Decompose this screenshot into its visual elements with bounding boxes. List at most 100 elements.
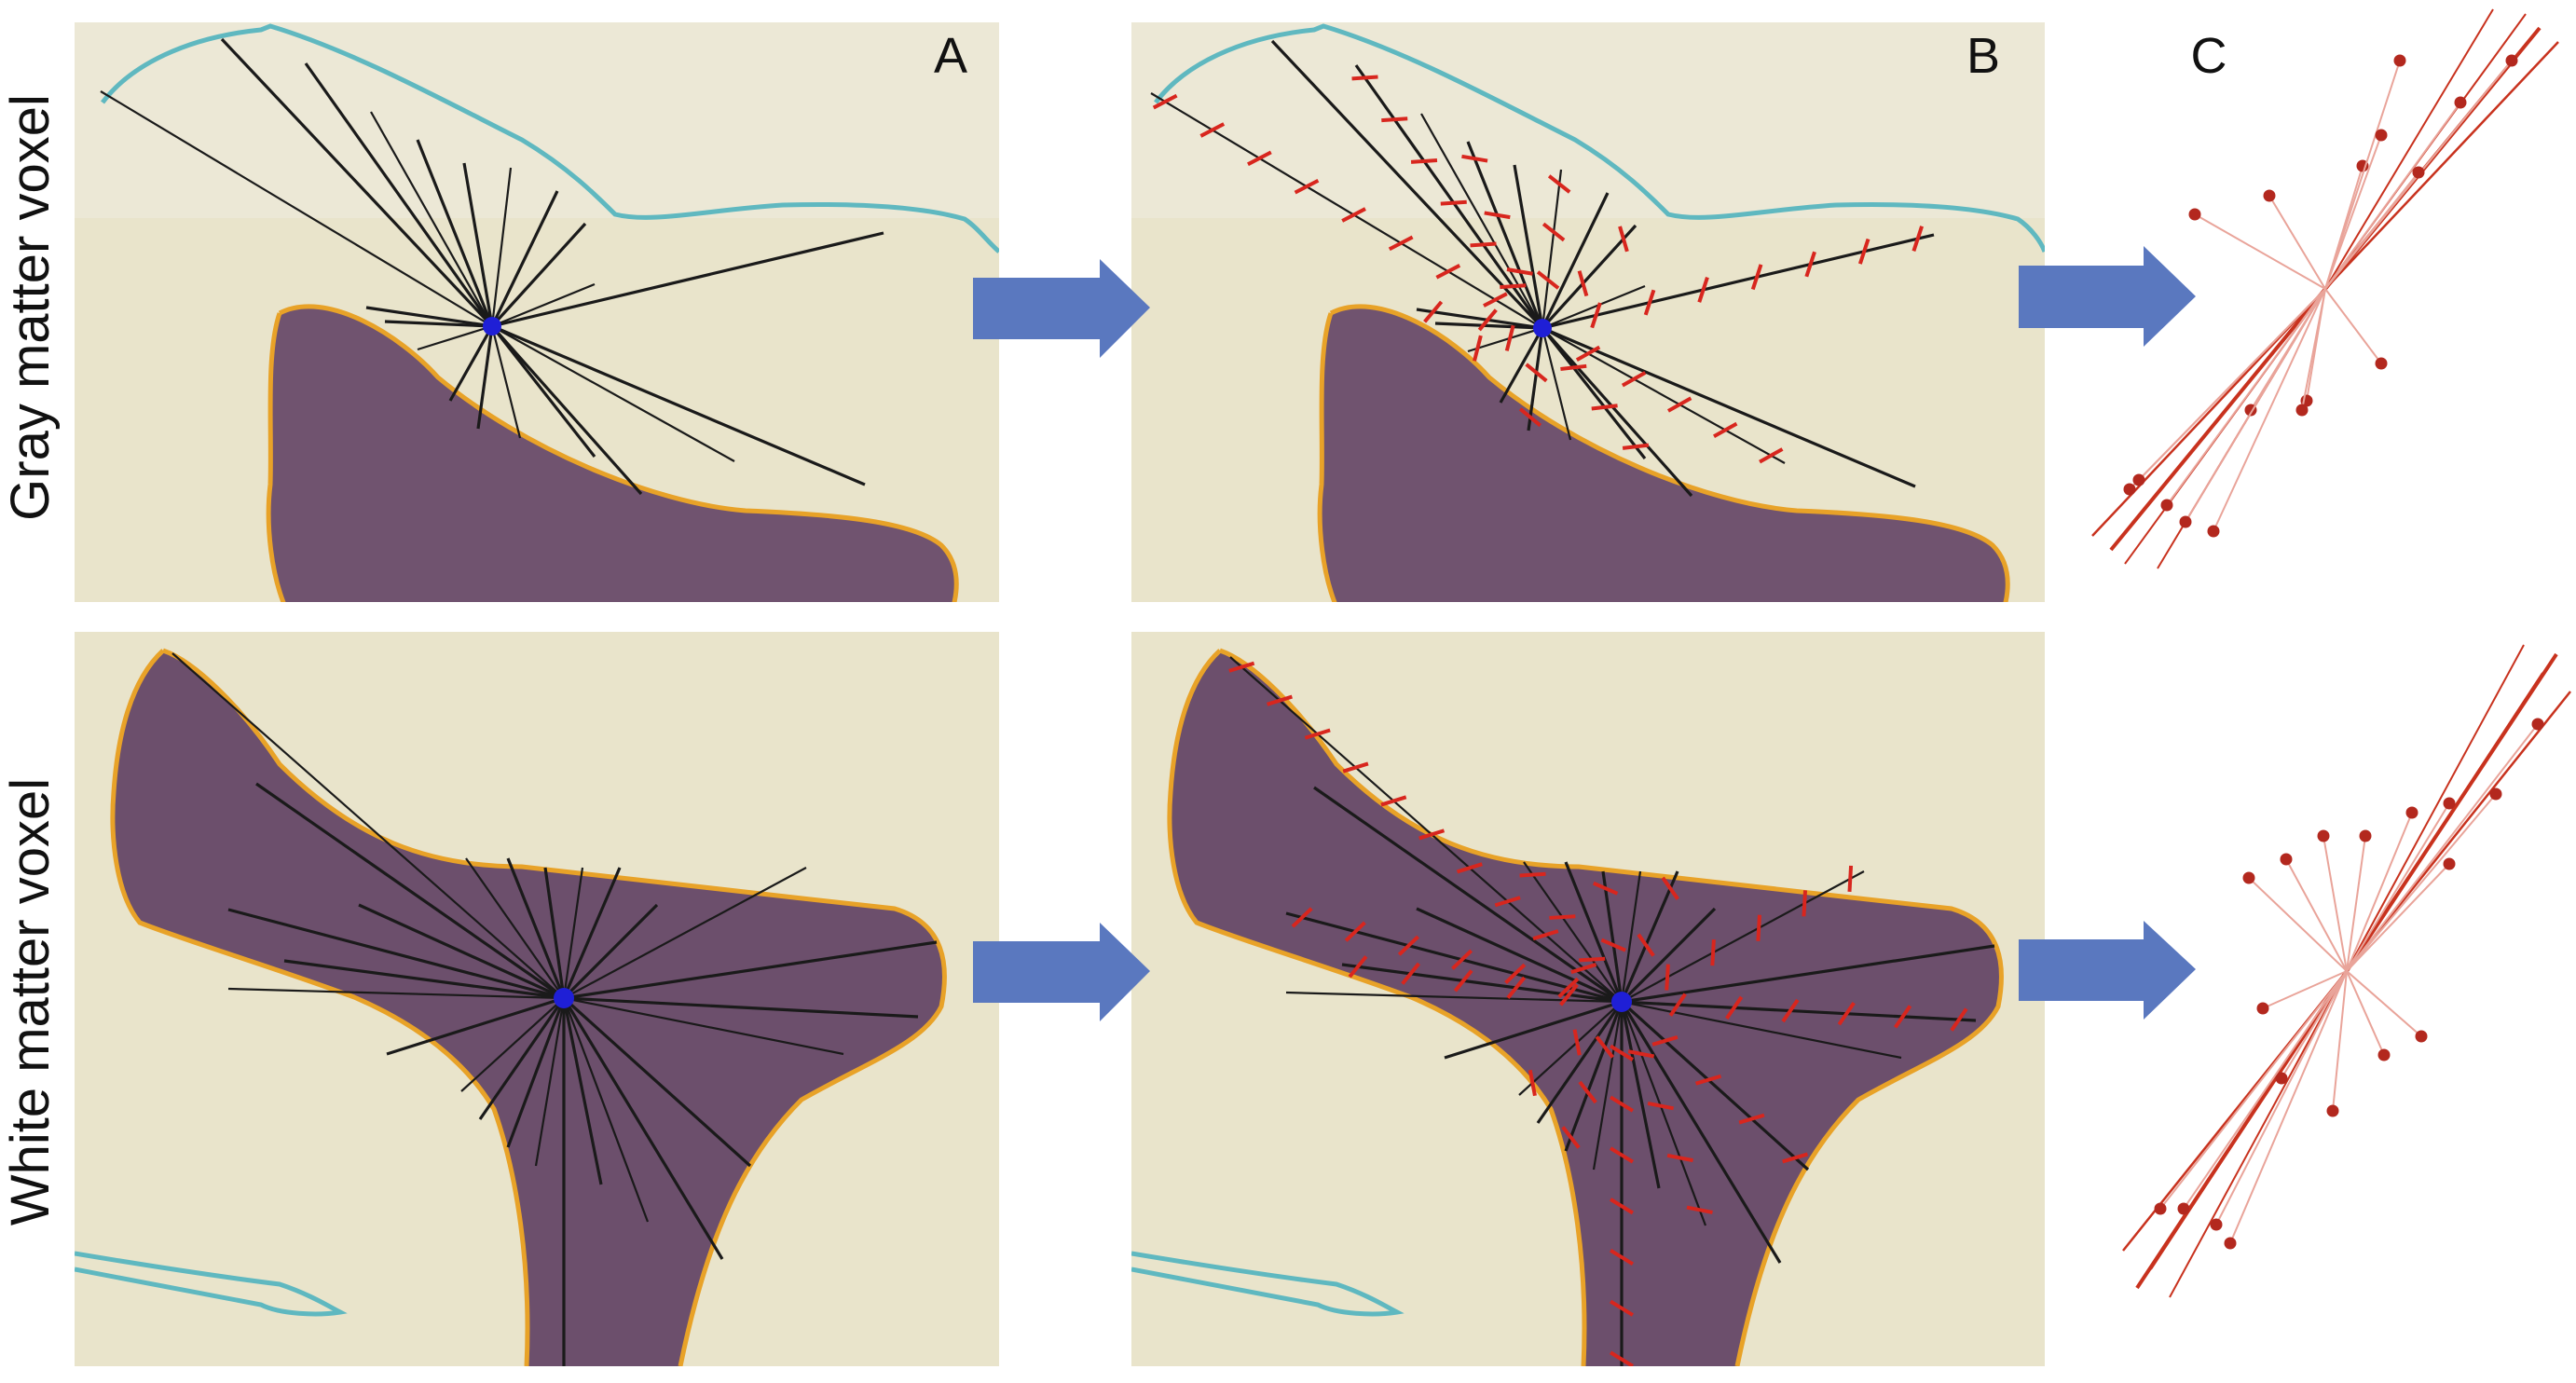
ray [1229, 656, 1623, 1003]
crossing-tick [1847, 865, 1854, 893]
crossing-tick [1541, 222, 1566, 242]
crossing-tick [1397, 935, 1419, 956]
crossing-tick [1590, 302, 1602, 329]
orientation-point [2375, 129, 2388, 142]
row-label-white-matter: White matter voxel [0, 778, 61, 1226]
orientation-spoke [2324, 171, 2419, 290]
orientation-point [2415, 1030, 2428, 1043]
crossing-tick [1410, 158, 1438, 164]
ray [227, 987, 565, 1000]
crossing-tick [1610, 1044, 1634, 1061]
orientation-spoke [2194, 213, 2326, 290]
crossing-tick [1725, 995, 1744, 1020]
ray [1541, 326, 1693, 498]
orientation-spoke [2346, 970, 2385, 1056]
crossing-tick [1610, 1248, 1634, 1266]
ray [100, 90, 493, 327]
ray [1601, 870, 1624, 1003]
orientation-point [2132, 473, 2145, 486]
crossing-tick [1435, 264, 1461, 280]
gray-matter-outline [101, 23, 999, 253]
white-matter-outline [1167, 648, 2004, 1366]
crossing-tick [1695, 1074, 1722, 1086]
crossing-tick [1578, 1080, 1597, 1104]
orientation-point [2295, 404, 2309, 417]
orientation-point [2224, 1237, 2237, 1250]
ray [1620, 870, 1679, 1003]
crossing-tick [1504, 963, 1527, 984]
crossing-tick [1504, 324, 1515, 351]
crossing-tick [1528, 1069, 1537, 1097]
orientation-spoke [2213, 288, 2326, 532]
ray [490, 190, 559, 327]
ray [255, 782, 565, 1000]
panel-a-gray-matter [75, 22, 999, 602]
rays [171, 652, 938, 1366]
orientation-spoke [2324, 102, 2461, 290]
orientation-spoke [2346, 812, 2413, 972]
ray [465, 857, 565, 999]
ray [506, 857, 566, 999]
orientation-point [2123, 483, 2136, 496]
white-matter-outline [266, 304, 959, 602]
crossing-tick [1291, 907, 1313, 928]
ray [417, 324, 493, 351]
orientation-point [2412, 166, 2425, 179]
ray [562, 997, 724, 1260]
voxel-center [1611, 992, 1632, 1012]
crossing-tick [1911, 226, 1924, 253]
crossing-tick [1610, 1350, 1634, 1366]
crossing-tick [1500, 283, 1527, 290]
row-label-gray-matter: Gray matter voxel [0, 94, 61, 521]
arrow-right-icon [2019, 246, 2196, 347]
ray [1354, 64, 1544, 329]
crossing-tick [1857, 238, 1870, 265]
ray [1541, 327, 1786, 464]
crossing-tick [1461, 154, 1488, 163]
orientation-spoke [2346, 802, 2450, 972]
ray [460, 997, 565, 1092]
orientation-point [2326, 1104, 2339, 1117]
crossing-tick [1557, 977, 1580, 999]
crossing-tick [1549, 914, 1576, 920]
crossing-tick [1423, 300, 1444, 323]
crossings [1152, 75, 1924, 464]
orientation-point [2405, 806, 2418, 819]
ray [543, 867, 566, 999]
crossing-tick [1536, 270, 1560, 290]
crossing-tick [1477, 308, 1498, 332]
ray [1420, 113, 1543, 329]
crossing-tick [1610, 1146, 1634, 1164]
crossing-tick [1713, 421, 1738, 439]
ray [534, 997, 566, 1167]
orientation-point [2317, 829, 2330, 842]
ray [562, 903, 659, 1000]
crossing-tick [1344, 921, 1366, 942]
panel-b-white-matter [1131, 632, 2045, 1366]
crossing-tick [1637, 933, 1655, 957]
crossing-tick [1304, 728, 1331, 740]
crossing-tick [1661, 876, 1679, 900]
orientation-point [2242, 871, 2255, 884]
crossing-tick [1610, 1299, 1634, 1317]
orientation-point [2531, 718, 2544, 731]
orientation-point [2207, 525, 2220, 538]
crossing-tick [1575, 345, 1601, 362]
crossing-tick [1570, 963, 1597, 975]
ray [490, 324, 643, 496]
ray [1444, 1000, 1623, 1060]
ray [1621, 1000, 1977, 1022]
ray [1150, 92, 1543, 329]
crossing-tick [1342, 761, 1369, 774]
ray [490, 325, 596, 458]
orientation-point [2377, 1048, 2391, 1061]
ray [1541, 284, 1646, 330]
crossing-tick [1781, 998, 1800, 1023]
orientation-spoke [2324, 60, 2401, 290]
crossing-tick [1484, 211, 1511, 220]
ray [384, 320, 493, 328]
orientation-point [2256, 1002, 2269, 1015]
crossing-tick [1610, 1095, 1634, 1113]
orientation-spoke [2323, 835, 2348, 972]
ray [1620, 870, 1642, 1003]
